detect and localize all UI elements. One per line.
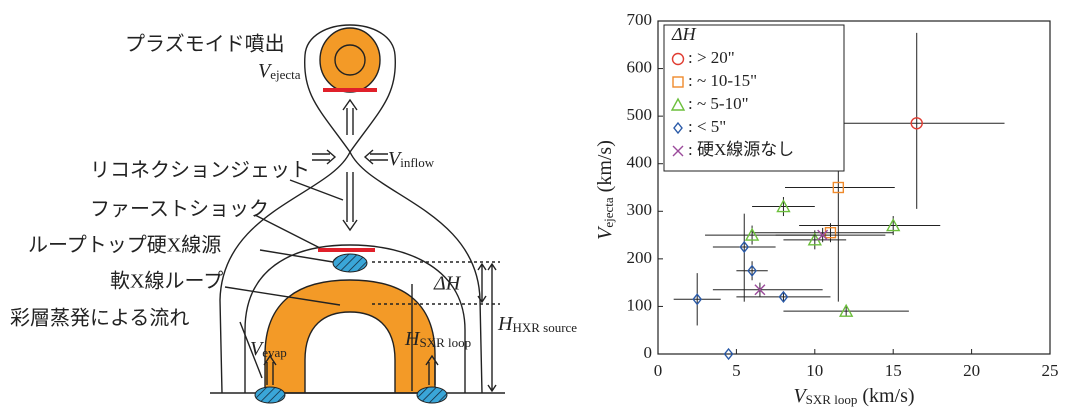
hxr-source: [332, 253, 368, 273]
legend-label: : 硬X線源なし: [688, 140, 794, 159]
legend-frame: [663, 24, 845, 172]
label: HSXR loop: [404, 328, 471, 350]
marker: [778, 290, 789, 304]
y-tick-label: 0: [644, 343, 653, 362]
label: ループトップ硬X線源: [28, 234, 221, 257]
marker: [832, 181, 845, 194]
label: 彩層蒸発による流れ: [10, 307, 189, 330]
symbol: V: [388, 148, 403, 170]
marker: [672, 145, 684, 157]
symbol: H: [497, 313, 514, 335]
symbol: V: [594, 225, 616, 240]
legend-title: ΔH: [671, 24, 697, 44]
marker: [817, 229, 829, 241]
subscript: ejecta: [601, 197, 616, 228]
subscript: evap: [262, 345, 287, 360]
label: Vejecta: [258, 60, 301, 82]
y-tick-label: 100: [627, 295, 653, 314]
plasmoid: [319, 27, 381, 93]
y-tick-label: 500: [627, 105, 653, 124]
plasmoid-loop: [303, 24, 397, 153]
label: ファーストショック: [90, 198, 269, 221]
symbol: V: [250, 338, 265, 360]
legend-label: : ~ 10-15": [688, 71, 757, 90]
marker: [692, 293, 703, 306]
marker: [673, 121, 683, 135]
symbol: H: [404, 328, 421, 350]
label: プラズモイド噴出: [125, 33, 285, 56]
middle-field: [244, 244, 466, 393]
subscript: ejecta: [270, 67, 301, 82]
plot-frame: [657, 20, 1051, 355]
marker: [670, 97, 686, 111]
y-tick-label: 300: [627, 200, 653, 219]
footpoint: [416, 386, 448, 404]
marker: [838, 303, 854, 317]
sxr-loop: [264, 279, 436, 394]
x-tick-label: 5: [732, 361, 741, 380]
y-tick-label: 200: [627, 248, 653, 267]
symbol: V: [793, 385, 808, 407]
dimension: [411, 262, 497, 393]
x-tick-label: 15: [885, 361, 902, 380]
label: リコネクションジェット: [90, 159, 310, 182]
x-tick-label: 0: [654, 361, 663, 380]
leader: [224, 179, 344, 379]
label: Vinflow: [388, 148, 435, 170]
label: HHXR source: [497, 313, 577, 335]
y-tick-label: 400: [627, 153, 653, 172]
subscript: SXR loop: [806, 392, 858, 407]
marker: [886, 218, 901, 232]
marker: [747, 264, 757, 277]
legend-label: : ~ 5-10": [688, 94, 749, 113]
subscript: SXR loop: [419, 335, 471, 350]
outer-field: [219, 151, 483, 394]
plasmoid-core: [334, 44, 366, 76]
x-axis-label: VSXR loop (km/s): [793, 385, 914, 407]
marker: [776, 199, 791, 213]
diagram: プラズモイド噴出 Vejecta Vinflow リコネクションジェット ファー…: [10, 24, 577, 404]
marker: [754, 284, 766, 296]
marker: [671, 52, 685, 66]
y-tick-label: 700: [627, 10, 653, 29]
label: ΔH: [433, 273, 462, 295]
unit: (km/s): [594, 140, 616, 192]
legend-label: : > 20": [688, 48, 735, 67]
legend-label: : < 5": [688, 117, 726, 136]
x-tick-label: 10: [806, 361, 823, 380]
subscript: HXR source: [512, 320, 577, 335]
footpoint: [254, 386, 286, 404]
y-axis-label: Vejecta (km/s): [594, 140, 616, 240]
y-tick-label: 600: [627, 57, 653, 76]
subscript: inflow: [400, 155, 435, 170]
marker: [723, 347, 734, 361]
marker: [672, 76, 684, 88]
x-tick-label: 25: [1042, 361, 1059, 380]
chart: VSXR loop (km/s) Vejecta(km/s) 0 5 10 15 20 25…: [594, 10, 1059, 407]
unit: (km/s): [862, 385, 914, 407]
label: 軟X線ループ: [110, 270, 223, 293]
symbol: V: [258, 60, 273, 82]
marker: [744, 227, 760, 241]
x-tick-label: 20: [963, 361, 980, 380]
legend: ΔH : > 20" : ~ 10-15" : ~ 5-10" : < 5" : 硬X線源…: [663, 24, 845, 172]
arrows: [263, 98, 439, 385]
marker: [910, 117, 923, 130]
marker: [739, 240, 750, 254]
label: Vevap: [250, 338, 287, 360]
